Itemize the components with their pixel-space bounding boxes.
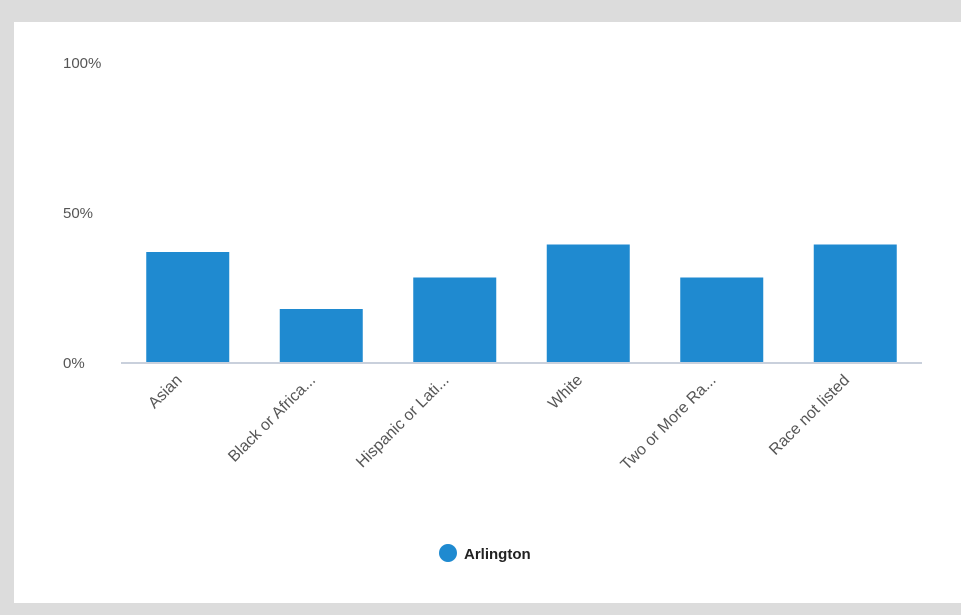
x-tick-label: Hispanic or Lati... — [353, 372, 452, 471]
y-tick-label: 0% — [63, 355, 85, 372]
x-tick-label: White — [545, 372, 586, 413]
bars — [146, 244, 897, 364]
y-tick-label: 100% — [63, 55, 101, 72]
bar-5[interactable] — [680, 277, 764, 364]
bar-4[interactable] — [546, 244, 630, 364]
x-tick-label: Race not listed — [766, 372, 853, 459]
bar-2[interactable] — [279, 309, 363, 363]
legend-label-arlington[interactable]: Arlington — [464, 546, 531, 563]
x-tick-label: Black or Africa... — [225, 372, 319, 466]
legend[interactable]: Arlington — [439, 544, 531, 563]
bar-chart: 0% 50% 100% Asian Black or Africa... Hispani… — [63, 55, 922, 563]
bar-1[interactable] — [146, 252, 230, 363]
bar-3[interactable] — [413, 277, 497, 364]
x-axis-labels: Asian Black or Africa... Hispanic or Lati.… — [145, 372, 853, 474]
x-tick-label: Asian — [145, 372, 185, 412]
bar-6[interactable] — [813, 244, 897, 364]
legend-marker-arlington[interactable] — [439, 544, 457, 562]
chart-panel: 0% 50% 100% Asian Black or Africa... Hispani… — [14, 22, 961, 603]
y-axis-ticks: 0% 50% 100% — [63, 55, 101, 372]
x-tick-label: Two or More Ra... — [618, 372, 720, 474]
y-tick-label: 50% — [63, 205, 93, 222]
